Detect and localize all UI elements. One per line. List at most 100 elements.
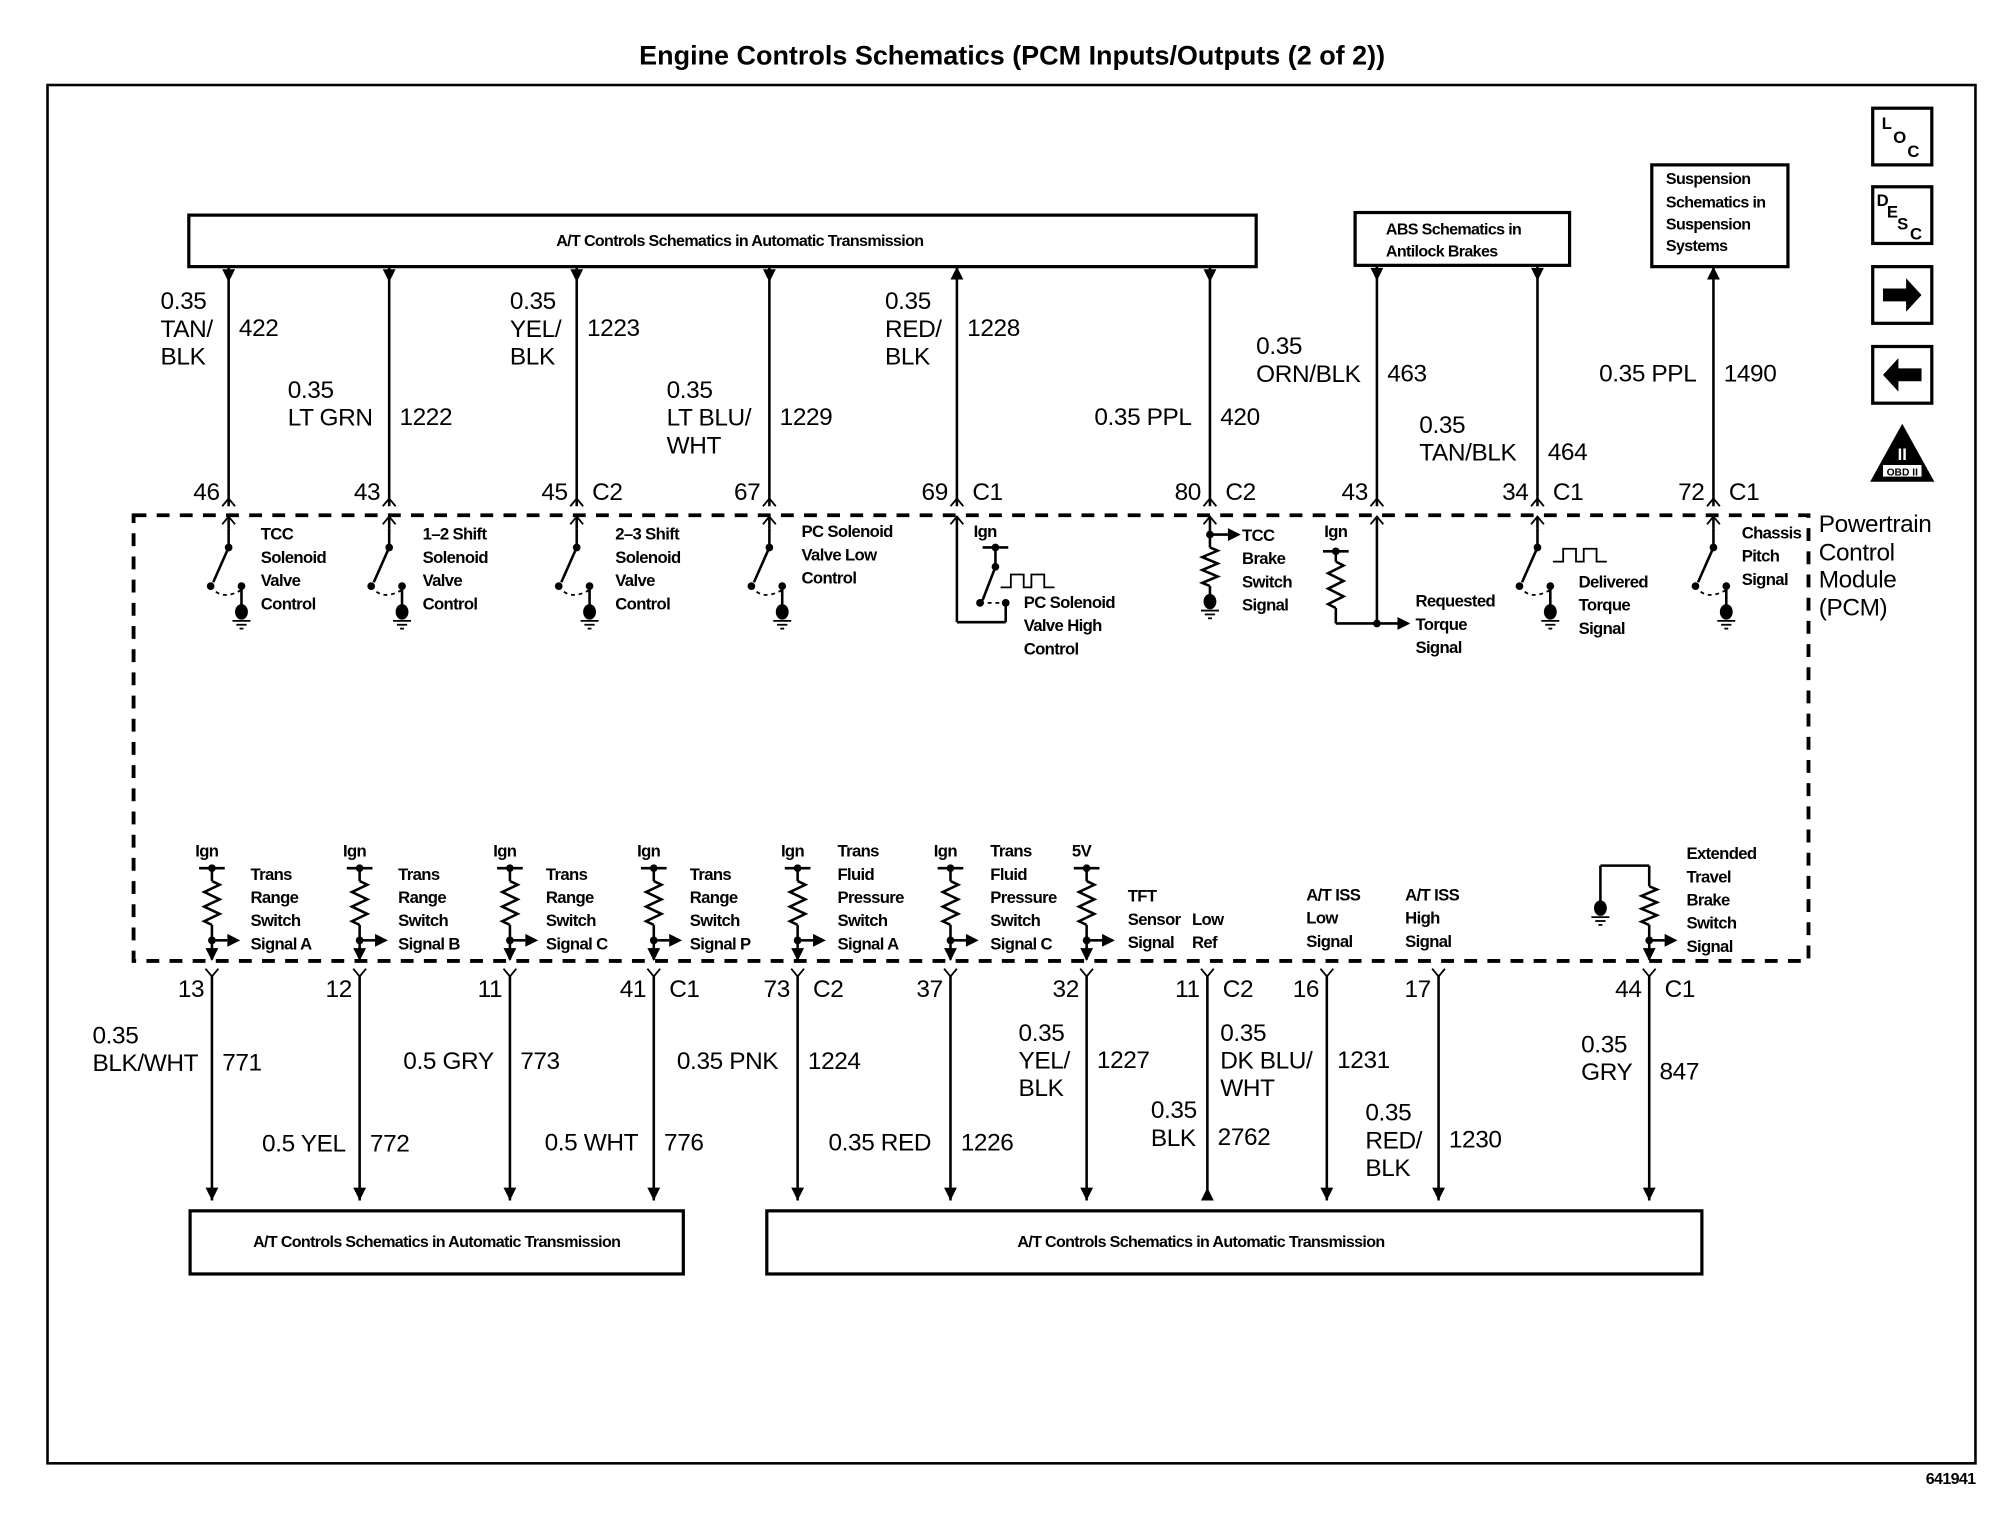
- connector-terminal-icon: [1431, 968, 1446, 978]
- signal-label: Signal: [1242, 596, 1288, 615]
- arrow-down-icon: [1642, 1187, 1656, 1201]
- arrow-down-icon: [222, 269, 236, 283]
- connector-terminal-icon: [569, 497, 584, 507]
- signal-label: Signal B: [398, 934, 460, 953]
- signal-label: Brake: [1242, 549, 1286, 568]
- desc-button[interactable]: D E S C: [1871, 185, 1934, 246]
- circuit-number: 1230: [1449, 1127, 1502, 1154]
- abs-line-1: ABS Schematics in: [1386, 220, 1521, 238]
- signal-label: Switch: [546, 911, 596, 930]
- circuit-number: 771: [222, 1049, 262, 1076]
- wire-color-label: TAN/: [161, 316, 214, 343]
- top-at-controls-link[interactable]: A/T Controls Schematics in Automatic Tra…: [187, 213, 1258, 269]
- signal-label: Control: [615, 594, 670, 613]
- signal-label: Signal C: [546, 934, 608, 953]
- connector-id: C1: [669, 976, 699, 1003]
- wire-color-label: RED/: [1365, 1127, 1422, 1154]
- wire-color-label: 0.35: [1365, 1100, 1411, 1127]
- circuit-number: 1224: [808, 1048, 861, 1075]
- signal-label: Range: [250, 888, 298, 907]
- signal-label: Control: [261, 594, 316, 613]
- wire-color-label: LT GRN: [288, 405, 373, 432]
- signal-label: Signal: [1405, 932, 1451, 951]
- wire-color-label: BLK/WHT: [92, 1050, 198, 1077]
- signal-label: Signal: [1742, 570, 1788, 589]
- arrow-down-icon: [1203, 269, 1217, 283]
- arrow-down-icon: [382, 269, 396, 283]
- signal-label: Signal: [1686, 937, 1732, 956]
- loc-icon-c: C: [1907, 142, 1919, 161]
- ground-icon: [1593, 900, 1607, 916]
- pcm-terminal-icon: [762, 515, 777, 525]
- signal-label: TFT: [1128, 887, 1158, 906]
- arrow-down-icon: [647, 948, 661, 961]
- ground-icon: [775, 604, 789, 620]
- loc-button[interactable]: L O C: [1871, 106, 1934, 167]
- signal-label: Pitch: [1742, 547, 1780, 566]
- supply-label: Ign: [195, 842, 219, 861]
- circuit-number: 1223: [587, 315, 640, 342]
- pcm-terminal-icon: [569, 515, 584, 525]
- pcm-terminal-icon: [1369, 515, 1385, 525]
- wire-color-label: BLK: [161, 344, 207, 371]
- signal-label: High: [1405, 909, 1440, 928]
- supply-label: 5V: [1072, 842, 1093, 861]
- wire-color-label: 0.35: [1581, 1031, 1627, 1058]
- prev-page-button[interactable]: [1871, 344, 1934, 405]
- arrow-down-icon: [1642, 948, 1656, 961]
- suspension-schematics-link[interactable]: Suspension Schematics in Suspension Syst…: [1650, 163, 1790, 269]
- arrow-down-icon: [791, 948, 805, 961]
- wire-color-label: 0.35: [1151, 1097, 1197, 1124]
- pin-number: 16: [1293, 976, 1319, 1003]
- signal-label: Signal A: [250, 934, 312, 953]
- bottom-left-at-controls-link[interactable]: A/T Controls Schematics in Automatic Tra…: [188, 1209, 685, 1276]
- signal-label: Switch: [990, 911, 1040, 930]
- resistor-icon: [1638, 885, 1661, 927]
- connector-id: C1: [1665, 976, 1695, 1003]
- pcm-terminal-icon: [1706, 515, 1721, 525]
- connector-terminal-icon: [1202, 497, 1218, 507]
- page-title: Engine Controls Schematics (PCM Inputs/O…: [639, 40, 1385, 70]
- pin-number: 67: [734, 479, 760, 506]
- signal-label: A/T ISS: [1306, 885, 1360, 904]
- circuit-number: 2762: [1218, 1124, 1271, 1151]
- switch-blade: [212, 546, 230, 583]
- pin-number: 41: [620, 976, 646, 1003]
- arrow-down-icon: [1432, 1187, 1445, 1201]
- wire-color-label: 0.35: [885, 288, 931, 315]
- arrow-down-icon: [570, 269, 584, 283]
- signal-label: Trans: [690, 865, 732, 884]
- ground-icon: [583, 604, 596, 620]
- switch-dotted-link: [1518, 585, 1551, 596]
- pwm-waveform-icon: [1552, 547, 1607, 563]
- resistor-icon: [1075, 879, 1098, 927]
- pin-number: 11: [1175, 976, 1200, 1003]
- circuit-number: 1229: [780, 404, 833, 431]
- pin-number: 44: [1615, 976, 1641, 1003]
- bottom-right-label: A/T Controls Schematics in Automatic Tra…: [1017, 1233, 1384, 1251]
- switch-dotted-link: [370, 585, 403, 596]
- supply-label: Ign: [1324, 522, 1348, 541]
- arrow-right-icon: [965, 933, 979, 947]
- obd-ii-icon[interactable]: II OBD II: [1870, 423, 1935, 482]
- top-circuit-420: 0.35 PPL 420 80 C2 TCC Brake Switch Signal: [1094, 266, 1293, 620]
- signal-label: Fluid: [990, 865, 1027, 884]
- signal-label: Sensor: [1128, 910, 1182, 929]
- wire-color-label: BLK: [510, 344, 556, 371]
- connector-terminal-icon: [1642, 968, 1657, 978]
- wire-color-label: 0.5 YEL: [262, 1131, 346, 1158]
- bottom-circuit-776: 0.5 WHT 776 41 C1 Trans Range Switch Signal P Ig…: [545, 842, 752, 1201]
- supply-label: Ign: [974, 522, 998, 541]
- wire-color-label: YEL/: [510, 316, 562, 343]
- abs-schematics-link[interactable]: ABS Schematics in Antilock Brakes: [1353, 210, 1572, 267]
- resistor-icon: [348, 879, 371, 927]
- arrow-down-icon: [791, 1187, 805, 1201]
- arrow-down-icon: [944, 948, 957, 961]
- connector-terminal-icon: [204, 968, 220, 978]
- pin-number: 45: [541, 479, 567, 506]
- next-page-button[interactable]: [1871, 265, 1934, 325]
- bottom-right-at-controls-link[interactable]: A/T Controls Schematics in Automatic Tra…: [765, 1209, 1704, 1276]
- connector-terminal-icon: [1079, 968, 1094, 978]
